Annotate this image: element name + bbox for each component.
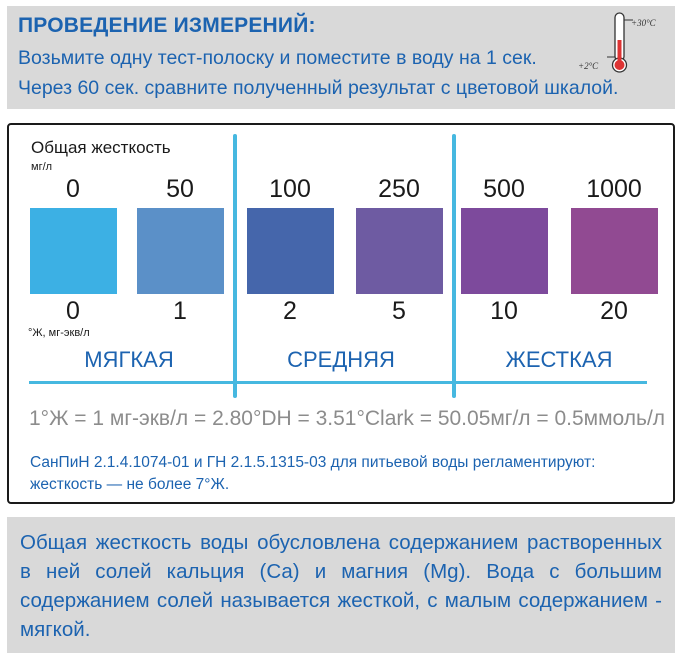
regulation-text-line-1: СанПиН 2.1.4.1074-01 и ГН 2.1.5.1315-03 … xyxy=(30,454,596,471)
value-mg-1000: 1000 xyxy=(586,175,642,203)
category-medium: СРЕДНЯЯ xyxy=(287,347,395,372)
instructions-step-2: Через 60 сек. сравните полученный резуль… xyxy=(18,77,619,99)
value-zh-4: 10 xyxy=(490,297,518,325)
thermometer-icon: +30°C +2°C xyxy=(569,10,673,76)
category-divider-2 xyxy=(452,134,456,398)
category-divider-1 xyxy=(233,134,237,398)
info-text: Общая жесткость воды обусловлена содержа… xyxy=(20,531,662,641)
value-mg-250: 250 xyxy=(378,175,420,203)
info-panel: Общая жесткость воды обусловлена содержа… xyxy=(7,517,675,653)
value-zh-1: 1 xyxy=(173,297,187,325)
color-swatch-4 xyxy=(461,208,548,294)
thermometer-max-label: +30°C xyxy=(631,18,656,28)
value-zh-2: 2 xyxy=(283,297,297,325)
unit-degrees-zh: °Ж, мг-экв/л xyxy=(28,327,90,339)
regulation-text-line-2: жесткость — не более 7°Ж. xyxy=(30,476,230,493)
value-mg-500: 500 xyxy=(483,175,525,203)
value-zh-5: 20 xyxy=(600,297,628,325)
color-swatch-2 xyxy=(247,208,334,294)
color-swatch-0 xyxy=(30,208,117,294)
category-hard: ЖЕСТКАЯ xyxy=(505,347,613,372)
value-zh-3: 5 xyxy=(392,297,406,325)
thermometer-min-label: +2°C xyxy=(578,61,599,71)
value-mg-50: 50 xyxy=(166,175,194,203)
category-soft: МЯГКАЯ xyxy=(84,347,174,372)
instructions-title: ПРОВЕДЕНИЕ ИЗМЕРЕНИЙ: xyxy=(18,14,316,37)
color-swatch-5 xyxy=(571,208,658,294)
color-swatch-1 xyxy=(137,208,224,294)
color-swatch-3 xyxy=(356,208,443,294)
instructions-panel: ПРОВЕДЕНИЕ ИЗМЕРЕНИЙ: Возьмите одну тест… xyxy=(7,6,675,109)
unit-mg-per-l: мг/л xyxy=(31,161,53,173)
instructions-step-1: Возьмите одну тест-полоску и поместите в… xyxy=(18,47,537,69)
value-mg-0: 0 xyxy=(66,175,80,203)
value-mg-100: 100 xyxy=(269,175,311,203)
color-scale-panel: Общая жесткость мг/л °Ж, мг-экв/л 0 0 50… xyxy=(7,123,675,504)
category-underline xyxy=(29,381,647,384)
conversion-formula: 1°Ж = 1 мг-экв/л = 2.80°DH = 3.51°Clark … xyxy=(29,407,666,430)
value-zh-0: 0 xyxy=(66,297,80,325)
scale-title: Общая жесткость xyxy=(31,138,171,157)
